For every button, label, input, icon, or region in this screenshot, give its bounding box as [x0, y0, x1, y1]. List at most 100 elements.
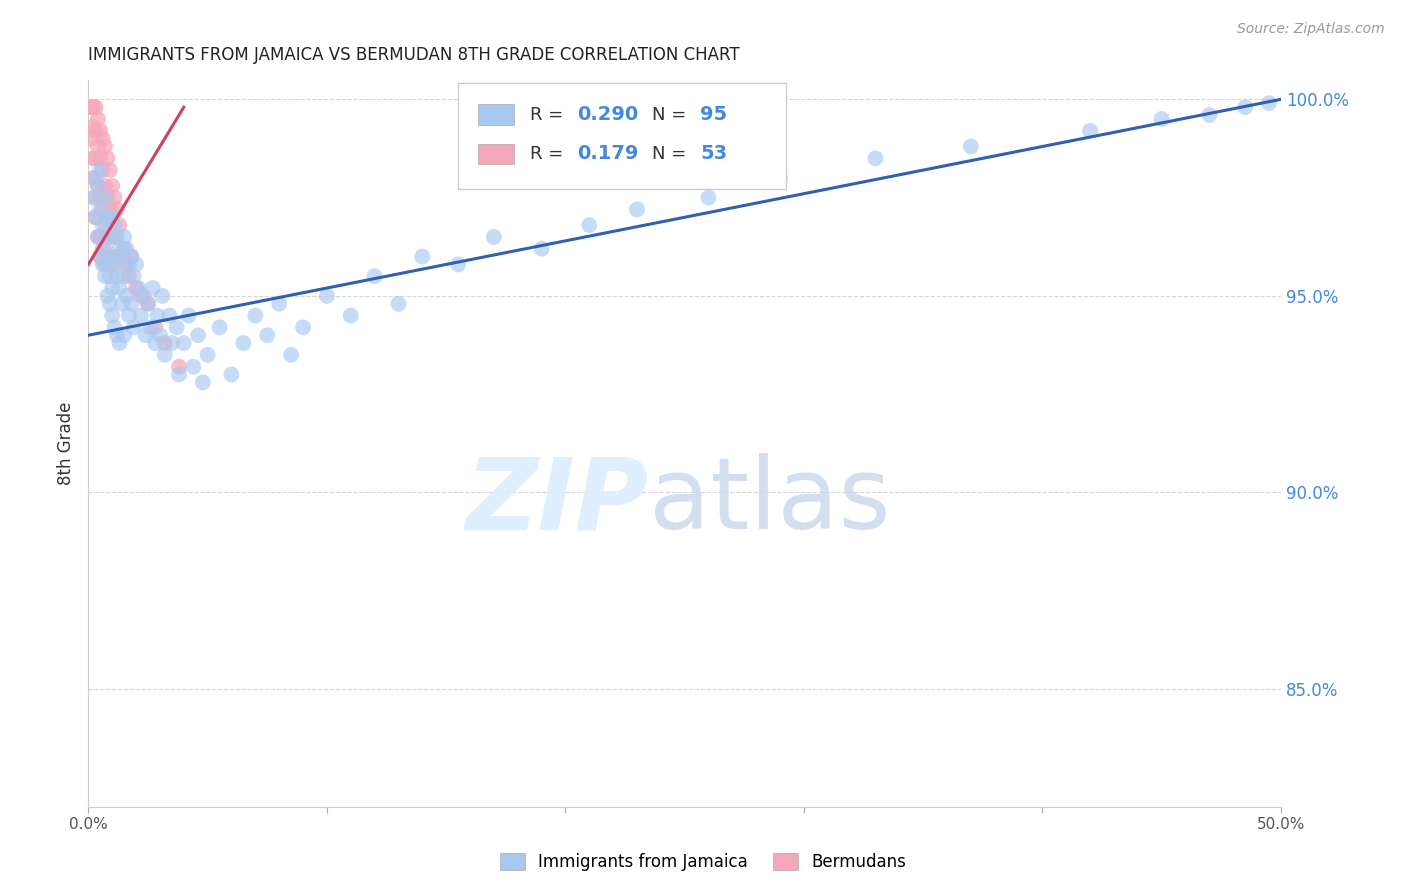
Point [697, 191, 720, 205]
Point [111, 297, 134, 311]
Point [177, 309, 200, 323]
Point [89, 191, 111, 205]
Point [865, 151, 887, 165]
Point [87, 230, 110, 244]
Y-axis label: 8th Grade: 8th Grade [58, 401, 75, 485]
Point [94, 269, 117, 284]
Point [105, 328, 128, 343]
Point [96, 230, 118, 244]
Point [167, 359, 190, 374]
Point [153, 336, 176, 351]
Point [89, 163, 111, 178]
Point [120, 250, 142, 264]
Point [118, 257, 141, 271]
Legend: Immigrants from Jamaica, Bermudans: Immigrants from Jamaica, Bermudans [492, 845, 914, 880]
Point [96, 289, 118, 303]
Point [104, 218, 127, 232]
Point [87, 178, 110, 193]
Point [135, 328, 157, 343]
Point [105, 230, 128, 244]
Point [530, 242, 553, 256]
Point [96, 211, 118, 225]
Point [101, 178, 124, 193]
Point [115, 289, 138, 303]
Point [82, 191, 104, 205]
Point [80, 100, 103, 114]
Point [150, 289, 173, 303]
Point [96, 191, 118, 205]
Point [98, 269, 121, 284]
Point [84, 211, 107, 225]
Point [173, 336, 195, 351]
Point [132, 289, 155, 303]
Point [115, 257, 138, 271]
Point [87, 139, 110, 153]
Point [91, 257, 114, 271]
Text: Source: ZipAtlas.com: Source: ZipAtlas.com [1237, 22, 1385, 37]
Point [101, 211, 124, 225]
Point [280, 348, 302, 362]
Point [363, 269, 385, 284]
Point [105, 250, 128, 264]
Point [84, 124, 107, 138]
Point [1150, 112, 1173, 126]
Point [1078, 124, 1101, 138]
Point [82, 151, 104, 165]
Point [269, 297, 291, 311]
Point [122, 320, 145, 334]
Point [101, 211, 124, 225]
Point [108, 281, 131, 295]
Point [89, 124, 111, 138]
Point [105, 202, 128, 217]
Point [94, 139, 117, 153]
Point [87, 230, 110, 244]
Point [122, 269, 145, 284]
Point [112, 230, 135, 244]
Point [232, 336, 254, 351]
FancyBboxPatch shape [478, 104, 515, 125]
Point [91, 218, 114, 232]
Point [411, 250, 433, 264]
Text: 53: 53 [700, 145, 727, 163]
Point [245, 309, 267, 323]
Point [482, 230, 505, 244]
Point [292, 320, 315, 334]
Point [111, 250, 134, 264]
Point [87, 178, 110, 193]
Point [315, 289, 337, 303]
Point [115, 242, 138, 256]
Point [91, 242, 114, 256]
Point [104, 230, 127, 244]
Point [118, 309, 141, 323]
Point [143, 320, 166, 334]
Point [120, 297, 142, 311]
Point [112, 328, 135, 343]
Point [89, 250, 111, 264]
Point [136, 297, 159, 311]
Point [94, 242, 117, 256]
Text: N =: N = [652, 105, 693, 124]
Point [159, 309, 181, 323]
Point [98, 202, 121, 217]
Point [142, 281, 165, 295]
Point [208, 320, 231, 334]
Point [149, 328, 172, 343]
Point [127, 281, 149, 295]
Point [146, 309, 169, 323]
Point [191, 376, 214, 390]
Point [84, 191, 107, 205]
Point [129, 289, 152, 303]
Point [136, 297, 159, 311]
Point [1258, 96, 1281, 111]
Point [89, 230, 111, 244]
Point [447, 257, 470, 271]
FancyBboxPatch shape [458, 83, 786, 189]
Point [387, 297, 409, 311]
Point [94, 178, 117, 193]
Point [104, 191, 127, 205]
Text: 0.290: 0.290 [578, 105, 638, 124]
Point [82, 120, 104, 134]
Point [96, 151, 118, 165]
Point [104, 320, 127, 334]
Point [105, 269, 128, 284]
